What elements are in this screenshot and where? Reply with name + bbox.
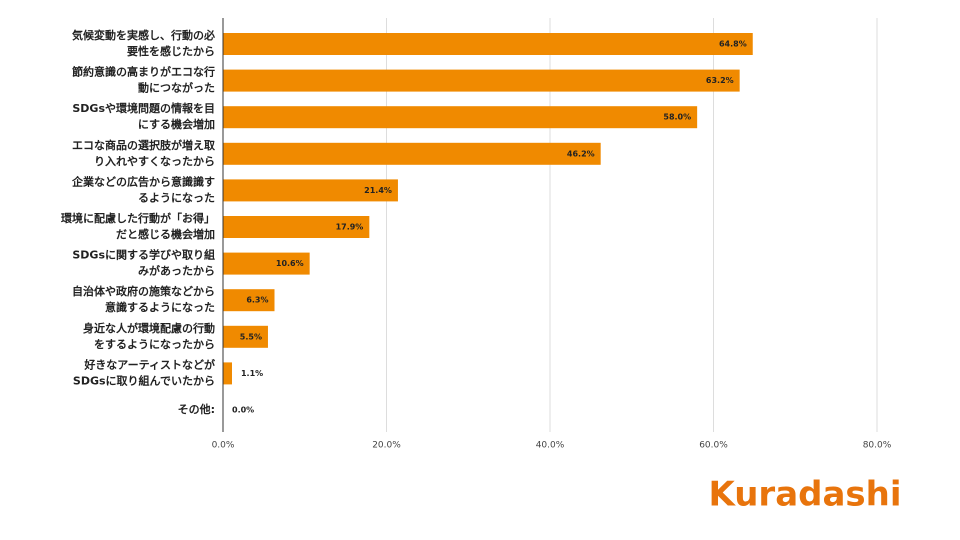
y-tick-label: 自治体や政府の施策などから [72, 284, 215, 298]
value-label: 21.4% [364, 186, 392, 195]
y-tick-label: 気候変動を実感し、行動の必 [72, 28, 215, 42]
y-tick-label: にする機会増加 [138, 117, 215, 131]
y-tick-label: 節約意識の高まりがエコな行 [72, 65, 215, 79]
value-label: 58.0% [663, 113, 691, 122]
value-label: 0.0% [232, 406, 254, 415]
value-label: 63.2% [706, 76, 734, 85]
y-tick-label: 企業などの広告から意識識す [71, 174, 215, 188]
x-tick-label: 60.0% [699, 441, 728, 451]
y-tick-label: をするようになったから [94, 338, 215, 351]
value-label: 5.5% [240, 332, 262, 341]
y-tick-label: 意識するようになった [105, 300, 215, 314]
y-tick-label: エコな商品の選択肢が増え取 [72, 138, 215, 152]
bar [223, 142, 601, 165]
logo: Kuradashi [708, 475, 901, 515]
y-tick-label: 環境に配慮した行動が「お得」 [61, 211, 215, 225]
x-tick-label: 40.0% [536, 441, 565, 451]
value-label: 1.1% [241, 369, 263, 378]
y-tick-label: 要性を感じたから [127, 44, 215, 58]
bar [223, 69, 740, 92]
y-tick-label: みがあったから [138, 264, 215, 278]
y-tick-label: り入れやすくなったから [94, 155, 215, 168]
y-tick-label: 身近な人が環境配慮の行動 [83, 321, 215, 335]
y-tick-label: だと感じる機会増加 [116, 227, 215, 241]
y-tick-label: その他: [178, 402, 215, 416]
bar [223, 289, 275, 312]
y-tick-label: SDGsや環境問題の情報を目 [72, 101, 215, 115]
bar [223, 216, 370, 238]
value-label: 46.2% [567, 149, 595, 158]
y-tick-label: SDGsに関する学びや取り組 [72, 248, 215, 262]
value-label: 6.3% [246, 296, 268, 305]
y-tick-label: るようになった [138, 191, 215, 204]
bar [223, 325, 268, 348]
x-tick-label: 80.0% [863, 441, 892, 451]
value-label: 64.8% [719, 40, 747, 49]
y-tick-label: SDGsに取り組んでいたから [73, 373, 215, 387]
x-tick-label: 0.0% [212, 441, 235, 451]
value-label: 10.6% [276, 259, 304, 268]
x-tick-label: 20.0% [372, 441, 401, 451]
bar [223, 252, 310, 275]
bar [223, 362, 232, 385]
bar [223, 33, 753, 55]
value-label: 17.9% [336, 223, 364, 232]
y-tick-label: 好きなアーティストなどが [83, 357, 215, 371]
y-tick-label: 動につながった [138, 81, 215, 95]
bar [223, 179, 398, 202]
bar [223, 106, 698, 129]
